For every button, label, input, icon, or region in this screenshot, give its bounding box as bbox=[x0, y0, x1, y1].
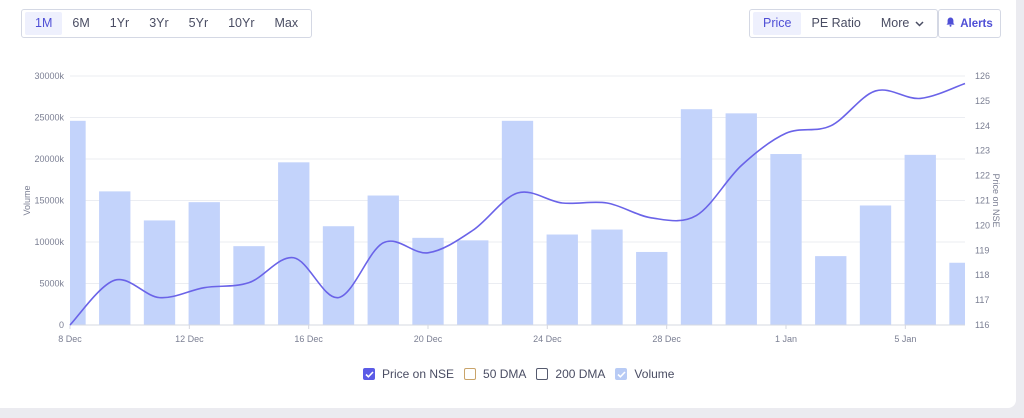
volume-bar bbox=[949, 262, 965, 325]
chevron-down-icon bbox=[915, 12, 924, 35]
range-10yr-button[interactable]: 10Yr bbox=[228, 16, 255, 30]
y-right-tick-label: 121 bbox=[975, 196, 990, 206]
price-metric-button[interactable]: Price bbox=[753, 12, 802, 35]
checkbox-unchecked-icon bbox=[536, 368, 549, 380]
range-5yr-button[interactable]: 5Yr bbox=[188, 16, 209, 30]
y-right-tick-label: 125 bbox=[975, 96, 990, 106]
legend-volume-label: Volume bbox=[634, 367, 675, 381]
legend-200dma-toggle[interactable]: 200 DMA bbox=[536, 367, 605, 381]
y-right-tick-label: 117 bbox=[975, 295, 989, 305]
volume-bar bbox=[636, 251, 668, 325]
y-right-axis-title: Price on NSE bbox=[991, 173, 1001, 227]
volume-bar bbox=[457, 240, 489, 325]
y-left-tick-label: 10000k bbox=[34, 237, 64, 247]
price-line bbox=[69, 82, 966, 326]
x-tick-label: 12 Dec bbox=[175, 334, 204, 344]
legend-200dma-label: 200 DMA bbox=[555, 367, 606, 381]
y-left-tick-label: 0 bbox=[59, 320, 64, 330]
y-right-tick-label: 118 bbox=[975, 270, 989, 280]
more-dropdown-button[interactable]: More bbox=[871, 12, 934, 35]
volume-bar bbox=[591, 229, 623, 325]
x-tick-label: 20 Dec bbox=[414, 334, 443, 344]
metric-selector: Price PE Ratio More bbox=[749, 9, 939, 38]
legend-price-label: Price on NSE bbox=[382, 367, 455, 381]
chart-legend: Price on NSE 50 DMA 200 DMA Volume bbox=[363, 367, 684, 381]
checkbox-checked-icon bbox=[363, 368, 375, 380]
alerts-label: Alerts bbox=[960, 17, 993, 30]
volume-bar bbox=[546, 234, 578, 325]
y-right-tick-label: 124 bbox=[975, 121, 990, 131]
volume-bar bbox=[904, 154, 936, 325]
y-right-tick-label: 116 bbox=[975, 320, 989, 330]
more-label: More bbox=[880, 16, 910, 30]
y-left-tick-label: 20000k bbox=[34, 154, 64, 164]
legend-50dma-toggle[interactable]: 50 DMA bbox=[464, 367, 526, 381]
x-tick-label: 1 Jan bbox=[775, 334, 797, 344]
volume-bar bbox=[680, 109, 713, 325]
x-tick-label: 28 Dec bbox=[652, 334, 681, 344]
pe-ratio-metric-button[interactable]: PE Ratio bbox=[811, 16, 861, 30]
y-right-tick-label: 119 bbox=[975, 245, 989, 255]
legend-50dma-label: 50 DMA bbox=[483, 367, 527, 381]
y-right-tick-label: 120 bbox=[975, 220, 990, 230]
volume-bar bbox=[859, 205, 892, 325]
y-left-tick-label: 15000k bbox=[34, 196, 64, 206]
x-tick-label: 8 Dec bbox=[58, 334, 82, 344]
y-right-tick-label: 126 bbox=[975, 71, 990, 81]
volume-bar bbox=[815, 256, 847, 325]
y-left-axis-title: Volume bbox=[22, 185, 32, 215]
range-1m-button[interactable]: 1M bbox=[25, 12, 63, 35]
volume-bar bbox=[322, 226, 355, 325]
y-right-tick-label: 122 bbox=[975, 171, 990, 181]
legend-price-toggle[interactable]: Price on NSE bbox=[363, 367, 454, 381]
range-6m-button[interactable]: 6M bbox=[72, 16, 90, 30]
y-right-tick-label: 123 bbox=[975, 146, 990, 156]
x-tick-label: 5 Jan bbox=[894, 334, 916, 344]
bell-icon bbox=[946, 17, 955, 30]
volume-bar bbox=[367, 195, 399, 325]
y-left-tick-label: 25000k bbox=[34, 113, 64, 123]
checkbox-checked-icon bbox=[615, 368, 628, 380]
time-range-selector: 1M 6M 1Yr 3Yr 5Yr 10Yr Max bbox=[21, 9, 313, 38]
range-3yr-button[interactable]: 3Yr bbox=[149, 16, 169, 30]
legend-volume-toggle[interactable]: Volume bbox=[615, 367, 674, 381]
volume-bar bbox=[70, 120, 86, 325]
range-1yr-button[interactable]: 1Yr bbox=[109, 16, 130, 30]
volume-bar bbox=[278, 162, 310, 325]
checkbox-unchecked-icon bbox=[464, 368, 477, 380]
volume-bar bbox=[143, 220, 176, 325]
x-tick-label: 24 Dec bbox=[533, 334, 562, 344]
y-left-tick-label: 5000k bbox=[39, 279, 64, 289]
volume-bar bbox=[188, 202, 220, 325]
price-volume-chart: 0 5000k 10000k 15000k 20000k 25000k 30000k 116 1… bbox=[22, 71, 1001, 344]
volume-bar bbox=[725, 113, 757, 325]
x-tick-label: 16 Dec bbox=[294, 334, 323, 344]
volume-bar bbox=[501, 120, 534, 325]
range-max-button[interactable]: Max bbox=[274, 16, 299, 30]
alerts-button[interactable]: Alerts bbox=[938, 9, 1001, 38]
volume-bar bbox=[770, 154, 802, 325]
chart-card: 1M 6M 1Yr 3Yr 5Yr 10Yr Max Price PE Rati… bbox=[0, 0, 1016, 408]
y-left-tick-label: 30000k bbox=[34, 71, 64, 81]
volume-bar bbox=[99, 191, 131, 325]
